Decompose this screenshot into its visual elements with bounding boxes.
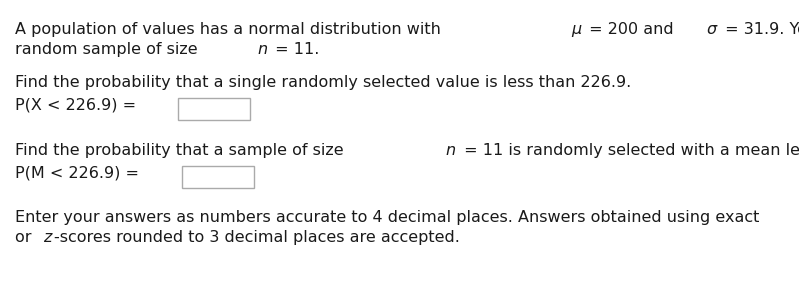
Text: n: n	[446, 143, 455, 158]
Text: μ: μ	[571, 22, 581, 37]
FancyBboxPatch shape	[181, 166, 253, 188]
Text: = 200 and: = 200 and	[584, 22, 679, 37]
Text: z: z	[43, 230, 51, 245]
Text: Find the probability that a single randomly selected value is less than 226.9.: Find the probability that a single rando…	[15, 75, 631, 90]
Text: or: or	[15, 230, 37, 245]
Text: = 11.: = 11.	[270, 42, 320, 57]
Text: Enter your answers as numbers accurate to 4 decimal places. Answers obtained usi: Enter your answers as numbers accurate t…	[15, 210, 765, 225]
Text: A population of values has a normal distribution with: A population of values has a normal dist…	[15, 22, 446, 37]
Text: n: n	[257, 42, 268, 57]
Text: P(X < 226.9) =: P(X < 226.9) =	[15, 97, 141, 112]
Text: = 31.9. You intend to draw a: = 31.9. You intend to draw a	[720, 22, 799, 37]
Text: P(M < 226.9) =: P(M < 226.9) =	[15, 165, 144, 180]
Text: = 11 is randomly selected with a mean less than 226.9.: = 11 is randomly selected with a mean le…	[459, 143, 799, 158]
Text: random sample of size: random sample of size	[15, 42, 203, 57]
Text: Find the probability that a sample of size: Find the probability that a sample of si…	[15, 143, 348, 158]
Text: -scores rounded to 3 decimal places are accepted.: -scores rounded to 3 decimal places are …	[54, 230, 459, 245]
FancyBboxPatch shape	[178, 98, 250, 120]
Text: σ: σ	[706, 22, 717, 37]
